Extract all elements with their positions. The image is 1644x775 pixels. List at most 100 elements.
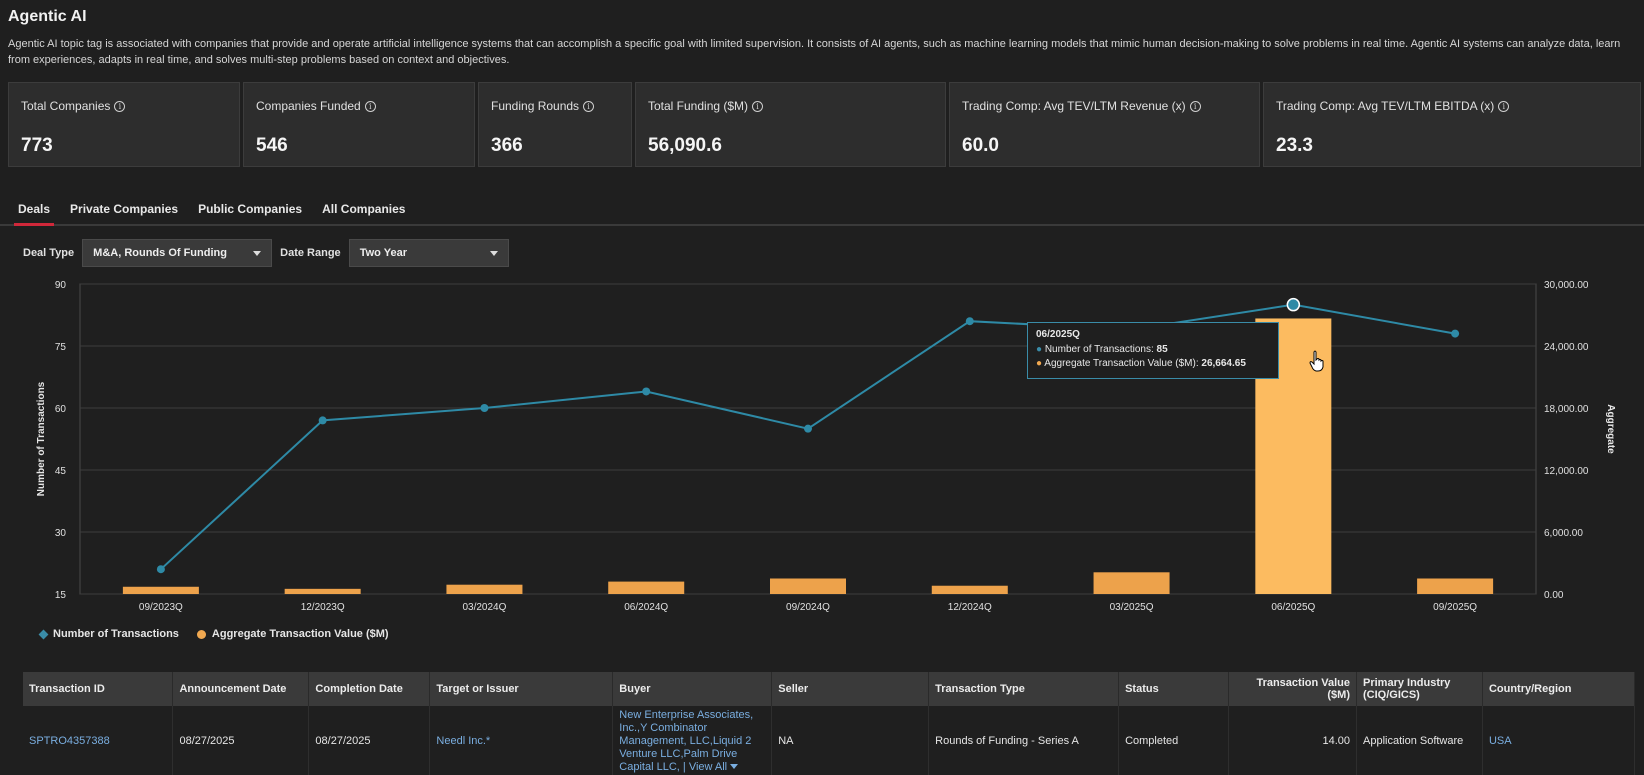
line-point xyxy=(318,416,327,425)
deal-type-label: Deal Type xyxy=(23,247,75,259)
info-icon[interactable]: i xyxy=(583,100,595,112)
legend-item-transactions[interactable]: Number of Transactions xyxy=(38,628,179,640)
column-header[interactable]: Target or Issuer xyxy=(429,672,614,706)
target-link[interactable]: Needl Inc.* xyxy=(429,706,614,775)
kpi-value: 773 xyxy=(21,135,53,156)
y-tick-label: 30 xyxy=(55,528,67,539)
y2-tick-label: 18,000.00 xyxy=(1544,404,1589,415)
bar xyxy=(446,584,523,594)
line-point xyxy=(965,317,974,326)
legend-label: Number of Transactions xyxy=(53,628,179,640)
column-header[interactable]: Announcement Date xyxy=(172,672,310,706)
tooltip-line1-label: Number of Transactions: xyxy=(1044,344,1157,355)
view-all-link[interactable]: View All xyxy=(688,760,739,773)
kpi-label: Total Companies xyxy=(21,99,111,113)
bar xyxy=(122,586,199,594)
info-icon[interactable]: i xyxy=(1498,100,1510,112)
chart-legend: Number of Transactions Aggregate Transac… xyxy=(38,628,389,640)
chevron-down-icon xyxy=(253,250,262,256)
column-header[interactable]: Completion Date xyxy=(308,672,431,706)
deal-type-value: M&A, Rounds Of Funding xyxy=(93,247,227,259)
bar xyxy=(1093,572,1170,594)
column-header[interactable]: Transaction Type xyxy=(928,672,1120,706)
chart-tooltip: 06/2025Q ● Number of Transactions: 85 ● … xyxy=(1027,322,1279,379)
y-axis-label: Number of Transactions xyxy=(36,381,47,496)
date-range-value: Two Year xyxy=(359,247,407,259)
buyer-links[interactable]: New Enterprise Associates, Inc.,Y Combin… xyxy=(619,708,754,773)
y2-tick-label: 0.00 xyxy=(1544,590,1564,601)
page-title: Agentic AI xyxy=(8,8,87,25)
deal-type-select[interactable]: M&A, Rounds Of Funding xyxy=(82,239,273,267)
table-row: SPTRO4357388 08/27/2025 08/27/2025 Needl… xyxy=(23,706,1636,775)
tooltip-title: 06/2025Q xyxy=(1036,329,1080,340)
deals-table: Transaction ID Announcement Date Complet… xyxy=(23,672,1636,775)
line-point xyxy=(1451,329,1460,338)
chevron-down-icon xyxy=(489,250,498,256)
column-header[interactable]: Primary Industry (CIQ/GICS) xyxy=(1356,672,1483,706)
y2-tick-label: 24,000.00 xyxy=(1544,342,1589,353)
y-tick-label: 90 xyxy=(55,280,67,291)
kpi-avg-tev-revenue: Trading Comp: Avg TEV/LTM Revenue (x) i 6… xyxy=(949,82,1260,167)
bar xyxy=(1417,578,1494,594)
hand-cursor-icon xyxy=(1309,350,1324,372)
x-tick-label: 03/2024Q xyxy=(462,602,506,613)
legend-item-aggregate-value[interactable]: Aggregate Transaction Value ($M) xyxy=(196,628,389,640)
seller: NA xyxy=(771,706,930,775)
info-icon[interactable]: i xyxy=(1189,100,1201,112)
tab-deals[interactable]: Deals xyxy=(8,196,60,226)
column-header[interactable]: Transaction ID xyxy=(23,672,174,706)
column-header[interactable]: Transaction Value ($M) xyxy=(1228,672,1357,706)
tooltip-line1-value: 85 xyxy=(1156,344,1168,355)
info-icon[interactable]: i xyxy=(752,100,764,112)
column-header[interactable]: Status xyxy=(1118,672,1230,706)
kpi-label: Funding Rounds xyxy=(491,99,580,113)
diamond-marker-icon xyxy=(38,629,49,639)
line-point xyxy=(804,424,812,433)
x-tick-label: 06/2024Q xyxy=(624,602,668,613)
kpi-label: Trading Comp: Avg TEV/LTM EBITDA (x) xyxy=(1276,99,1495,113)
column-header[interactable]: Country/Region xyxy=(1482,672,1636,706)
date-range-label: Date Range xyxy=(280,247,341,259)
completion-date: 08/27/2025 xyxy=(308,706,431,775)
country-link[interactable]: USA xyxy=(1482,706,1636,775)
tab-public-companies[interactable]: Public Companies xyxy=(198,202,303,216)
chart-svg: 90 75 60 45 30 15 30,000.00 24,000.00 18,000.00 1… xyxy=(36,280,1616,613)
y2-tick-label: 6,000.00 xyxy=(1544,528,1583,539)
info-icon[interactable]: i xyxy=(364,100,376,112)
y-tick-label: 75 xyxy=(55,342,67,353)
column-header[interactable]: Seller xyxy=(771,672,930,706)
chevron-down-icon xyxy=(730,764,739,770)
kpi-value: 366 xyxy=(491,135,523,156)
kpi-value: 23.3 xyxy=(1276,135,1313,156)
kpi-label: Trading Comp: Avg TEV/LTM Revenue (x) xyxy=(962,99,1186,113)
x-tick-label: 03/2025Q xyxy=(1110,602,1154,613)
date-range-select[interactable]: Two Year xyxy=(348,239,509,267)
tab-all-companies[interactable]: All Companies xyxy=(322,202,406,216)
y-tick-label: 60 xyxy=(55,404,67,415)
x-tick-label: 09/2023Q xyxy=(139,602,183,613)
page-description: Agentic AI topic tag is associated with … xyxy=(8,38,1621,66)
line-point xyxy=(642,387,651,396)
kpi-avg-tev-ebitda: Trading Comp: Avg TEV/LTM EBITDA (x) i 23… xyxy=(1263,82,1641,167)
tab-bar: Deals Private Companies Public Companies… xyxy=(0,196,1644,226)
tab-private-companies[interactable]: Private Companies xyxy=(70,202,179,216)
view-all-label: View All xyxy=(688,760,728,773)
kpi-value: 56,090.6 xyxy=(648,135,722,156)
transaction-id-link[interactable]: SPTRO4357388 xyxy=(23,706,174,775)
filter-bar: Deal Type M&A, Rounds Of Funding Date Ra… xyxy=(23,239,509,267)
y2-axis-label: Aggregate xyxy=(1605,404,1616,454)
bar xyxy=(608,581,685,594)
circle-marker-icon xyxy=(196,629,206,639)
y-tick-label: 15 xyxy=(55,590,67,601)
legend-label: Aggregate Transaction Value ($M) xyxy=(211,628,389,640)
info-icon[interactable]: i xyxy=(114,100,126,112)
bar xyxy=(770,578,846,594)
x-tick-label: 12/2023Q xyxy=(301,602,345,613)
column-header[interactable]: Buyer xyxy=(612,672,773,706)
x-tick-label: 06/2025Q xyxy=(1271,602,1315,613)
x-tick-label: 12/2024Q xyxy=(948,602,992,613)
kpi-total-funding: Total Funding ($M) i 56,090.6 xyxy=(635,82,946,167)
status: Completed xyxy=(1118,706,1230,775)
line-point xyxy=(480,404,489,412)
